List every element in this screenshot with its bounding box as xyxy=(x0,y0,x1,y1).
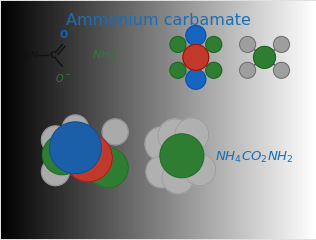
Circle shape xyxy=(206,36,222,52)
Circle shape xyxy=(273,62,289,78)
Text: O: O xyxy=(59,30,68,41)
Circle shape xyxy=(50,122,101,174)
Circle shape xyxy=(186,69,206,89)
Text: Ammonium carbamate: Ammonium carbamate xyxy=(65,13,251,28)
Circle shape xyxy=(184,154,216,186)
Circle shape xyxy=(206,62,222,78)
Circle shape xyxy=(41,158,70,186)
Circle shape xyxy=(145,127,179,161)
Circle shape xyxy=(253,46,276,68)
Circle shape xyxy=(240,62,256,78)
Text: C: C xyxy=(50,51,56,60)
Text: $H_2N$: $H_2N$ xyxy=(19,49,38,62)
Circle shape xyxy=(43,135,82,175)
Circle shape xyxy=(186,25,206,45)
Circle shape xyxy=(88,148,128,188)
Circle shape xyxy=(162,162,194,194)
Text: $NH_4CO_2NH_2$: $NH_4CO_2NH_2$ xyxy=(215,150,294,165)
Circle shape xyxy=(158,119,192,153)
Circle shape xyxy=(63,115,88,141)
Circle shape xyxy=(41,126,70,154)
Circle shape xyxy=(170,36,186,52)
Text: $NH_4^+$: $NH_4^+$ xyxy=(92,46,118,65)
Circle shape xyxy=(146,156,178,188)
Circle shape xyxy=(273,36,289,52)
Circle shape xyxy=(175,118,209,152)
Text: $O^-$: $O^-$ xyxy=(55,72,72,84)
Circle shape xyxy=(170,62,186,78)
Circle shape xyxy=(64,134,112,182)
Circle shape xyxy=(183,44,209,70)
Circle shape xyxy=(240,36,256,52)
Circle shape xyxy=(160,134,204,178)
Circle shape xyxy=(102,119,128,145)
